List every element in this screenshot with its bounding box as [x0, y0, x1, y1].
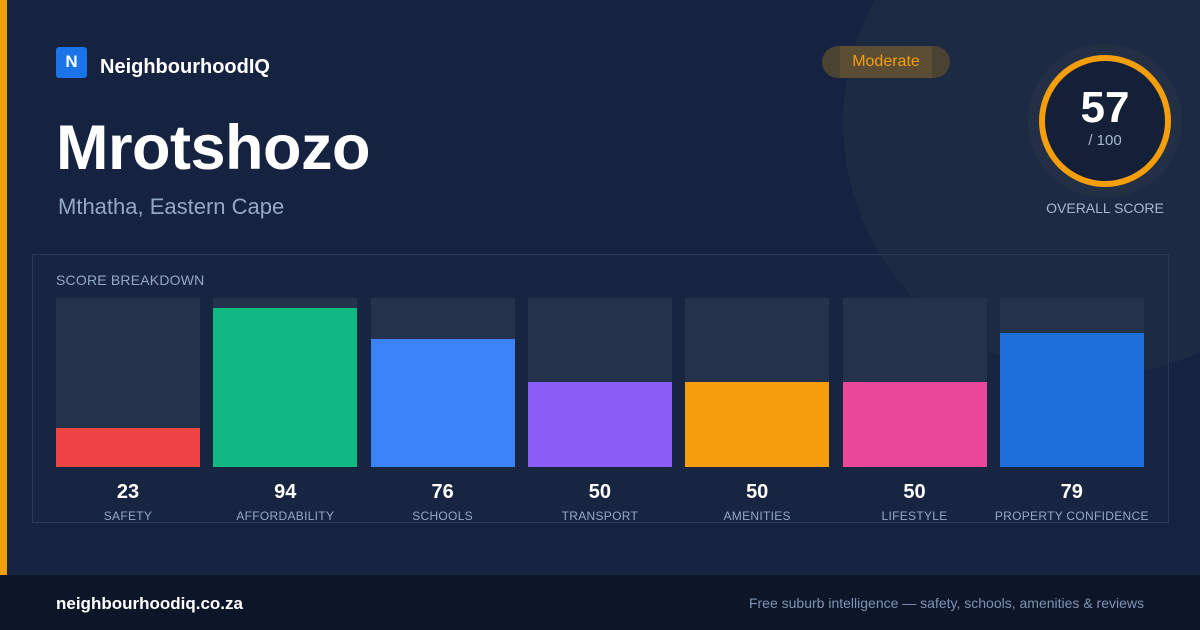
bar-fill — [213, 308, 358, 467]
suburb-name: Mrotshozo — [56, 113, 370, 183]
bar-value: 50 — [746, 481, 769, 503]
score-ring-graphic — [1028, 44, 1182, 198]
bar-label: SCHOOLS — [412, 509, 473, 523]
bar-value: 76 — [431, 481, 454, 503]
bar-fill — [685, 382, 830, 467]
suburb-location: Mthatha, Eastern Cape — [58, 194, 285, 219]
bar-track — [370, 298, 515, 467]
score-breakdown-panel: SCORE BREAKDOWN 23 SAFETY 94 AFFORDABILITY 7… — [32, 254, 1169, 523]
bar-label: PROPERTY CONFIDENCE — [994, 509, 1149, 523]
score-bar-safety: 23 SAFETY — [56, 298, 200, 524]
bar-label: SAFETY — [103, 509, 153, 523]
score-bar-transport: 50 TRANSPORT — [527, 298, 672, 524]
footer-tagline: Free suburb intelligence — safety, schoo… — [748, 595, 1144, 611]
score-bar-lifestyle: 50 LIFESTYLE — [842, 298, 987, 524]
overall-score-max: / 100 — [1088, 132, 1122, 149]
bar-track — [56, 298, 200, 467]
bar-track — [685, 298, 830, 467]
score-bar-amenities: 50 AMENITIES — [685, 298, 830, 524]
rating-badge-label: Moderate — [852, 53, 920, 70]
bar-label: TRANSPORT — [561, 509, 639, 523]
score-bar-property-confidence: 79 PROPERTY CONFIDENCE — [995, 298, 1148, 524]
bar-track — [527, 298, 672, 467]
bar-fill — [370, 339, 515, 467]
bar-fill — [999, 333, 1144, 467]
badge-highlight — [840, 46, 932, 78]
score-bar-schools: 76 SCHOOLS — [370, 298, 515, 524]
bar-track — [213, 298, 358, 467]
overall-score-value: 57 — [1080, 83, 1130, 132]
rating-badge: Moderate — [822, 46, 950, 78]
bar-fill — [527, 382, 672, 467]
bar-value: 23 — [116, 481, 140, 503]
bar-label: AMENITIES — [723, 509, 791, 523]
score-bar-affordability: 94 AFFORDABILITY — [213, 298, 358, 524]
share-card: N NeighbourhoodIQ Mrotshozo Mthatha, Eas… — [0, 0, 1182, 575]
overall-score-caption: OVERALL SCORE — [1046, 200, 1164, 216]
bar-fill — [56, 428, 200, 467]
brand[interactable]: N NeighbourhoodIQ — [56, 46, 270, 78]
score-ring-arc — [1039, 55, 1171, 187]
brand-logo-icon: N — [56, 46, 87, 78]
bar-fill — [842, 382, 987, 467]
breakdown-title: SCORE BREAKDOWN — [56, 272, 205, 288]
accent-stripe — [0, 0, 7, 575]
bar-label: LIFESTYLE — [881, 509, 948, 523]
brand-name: NeighbourhoodIQ — [100, 55, 270, 78]
bar-value: 94 — [274, 481, 297, 503]
overall-score-ring: 57 / 100 — [1028, 44, 1182, 198]
footer: neighbourhoodiq.co.za Free suburb intell… — [0, 575, 1200, 630]
bar-track — [999, 298, 1144, 467]
bar-label: AFFORDABILITY — [236, 509, 335, 523]
bar-value: 50 — [903, 481, 926, 503]
footer-url[interactable]: neighbourhoodiq.co.za — [56, 594, 243, 613]
bar-track — [842, 298, 987, 467]
bar-value: 79 — [1060, 481, 1083, 503]
bar-value: 50 — [588, 481, 612, 503]
